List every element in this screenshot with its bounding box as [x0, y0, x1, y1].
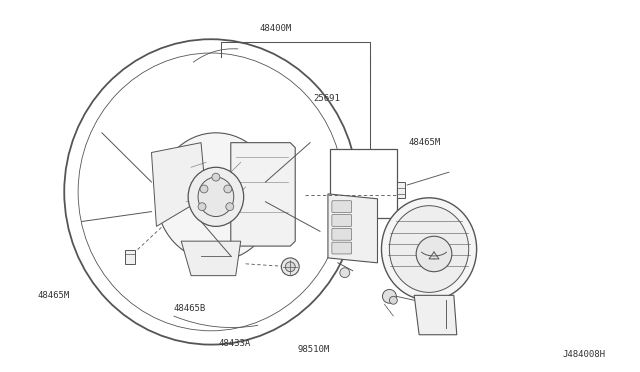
FancyBboxPatch shape	[125, 250, 134, 264]
Text: 98510M: 98510M	[298, 344, 330, 353]
Polygon shape	[414, 295, 457, 335]
Polygon shape	[231, 142, 295, 246]
Ellipse shape	[282, 258, 299, 276]
Text: 48465M: 48465M	[409, 138, 441, 147]
FancyBboxPatch shape	[332, 201, 352, 212]
Ellipse shape	[226, 203, 234, 211]
Ellipse shape	[200, 185, 208, 193]
Ellipse shape	[188, 167, 244, 227]
Text: 48400M: 48400M	[259, 24, 292, 33]
Ellipse shape	[340, 268, 349, 278]
Ellipse shape	[416, 236, 452, 272]
Ellipse shape	[64, 39, 358, 344]
Ellipse shape	[383, 289, 396, 303]
Ellipse shape	[389, 296, 397, 304]
Text: 48465B: 48465B	[174, 304, 206, 313]
Ellipse shape	[156, 133, 275, 261]
FancyBboxPatch shape	[332, 242, 352, 254]
FancyBboxPatch shape	[332, 215, 352, 227]
Text: 48465M: 48465M	[37, 291, 70, 301]
Ellipse shape	[224, 185, 232, 193]
FancyBboxPatch shape	[397, 182, 405, 198]
Ellipse shape	[198, 177, 234, 217]
Ellipse shape	[198, 203, 206, 211]
Polygon shape	[328, 194, 378, 263]
Text: 25691: 25691	[314, 93, 340, 103]
Ellipse shape	[389, 206, 468, 292]
FancyBboxPatch shape	[332, 228, 352, 240]
Ellipse shape	[285, 262, 295, 272]
FancyBboxPatch shape	[330, 148, 397, 218]
Polygon shape	[181, 241, 241, 276]
Text: 48433A: 48433A	[218, 339, 250, 348]
Ellipse shape	[212, 173, 220, 181]
Polygon shape	[152, 142, 206, 227]
Ellipse shape	[381, 198, 477, 300]
Text: J484008H: J484008H	[563, 350, 605, 359]
